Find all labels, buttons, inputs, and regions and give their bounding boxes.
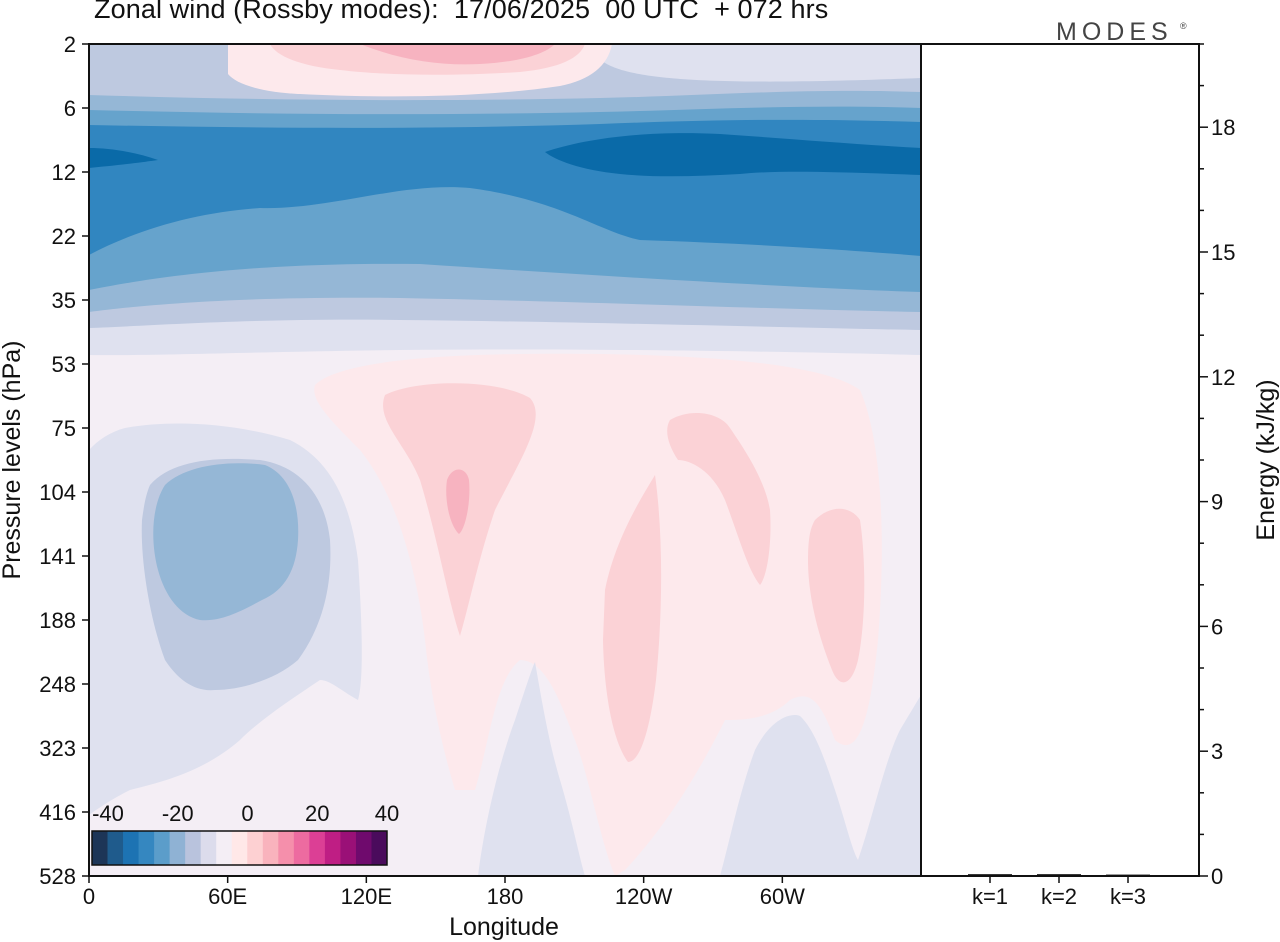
colorbar-swatch bbox=[138, 831, 155, 865]
energy-bars bbox=[968, 874, 1150, 877]
x-tick-label: 0 bbox=[83, 884, 95, 909]
y-tick-label: 528 bbox=[39, 864, 76, 889]
contour-trop-pos-3 bbox=[446, 469, 470, 534]
x-axis: 0 60E 120E 180 120W 60W bbox=[83, 876, 805, 909]
y-tick-label: 12 bbox=[52, 160, 76, 185]
contour-low-neg-1 bbox=[478, 662, 585, 876]
colorbar-swatch bbox=[309, 831, 326, 865]
colorbar-tick-label: -40 bbox=[92, 801, 124, 826]
energy-bar bbox=[968, 874, 1012, 876]
contour-upper-neg-6 bbox=[545, 133, 921, 177]
energy-bar bbox=[1037, 874, 1081, 876]
x-tick-label: 60E bbox=[208, 884, 247, 909]
colorbar-tick-label: 0 bbox=[241, 801, 253, 826]
energy-axis: 0 3 6 9 12 15 18 bbox=[1199, 43, 1235, 889]
colorbar-swatch bbox=[200, 831, 217, 865]
y-tick-label: 323 bbox=[39, 736, 76, 761]
energy-category-label: k=3 bbox=[1110, 884, 1146, 909]
x-tick-label: 120W bbox=[615, 884, 673, 909]
y-tick-label: 104 bbox=[39, 480, 76, 505]
chart-title: Zonal wind (Rossby modes): 17/06/2025 00… bbox=[94, 0, 829, 24]
x-tick-label: 180 bbox=[487, 884, 524, 909]
registered-mark: ® bbox=[1180, 21, 1187, 31]
x-tick-label: 60W bbox=[760, 884, 805, 909]
contour-trop-pos-6 bbox=[808, 508, 865, 683]
energy-category-label: k=1 bbox=[972, 884, 1008, 909]
colorbar-swatch bbox=[107, 831, 124, 865]
colorbar-swatch bbox=[185, 831, 202, 865]
energy-tick-label: 0 bbox=[1211, 864, 1223, 889]
colorbar-swatch bbox=[278, 831, 295, 865]
energy-tick-label: 12 bbox=[1211, 365, 1235, 390]
colorbar-swatch bbox=[216, 831, 233, 865]
contour-upper-pos-3 bbox=[360, 44, 555, 65]
colorbar-swatch bbox=[92, 831, 108, 865]
energy-tick-label: 18 bbox=[1211, 115, 1235, 140]
colorbar-swatch bbox=[355, 831, 372, 865]
contour-field bbox=[89, 44, 921, 876]
colorbar-swatch bbox=[169, 831, 186, 865]
contour-trop-neg-3 bbox=[153, 463, 299, 621]
contour-upper-neg-7 bbox=[89, 148, 158, 168]
energy-tick-label: 3 bbox=[1211, 739, 1223, 764]
energy-category-label: k=2 bbox=[1041, 884, 1077, 909]
colorbar-tick-label: 20 bbox=[305, 801, 329, 826]
colorbar-swatch bbox=[123, 831, 139, 865]
colorbar-frame bbox=[91, 830, 388, 866]
y-tick-label: 6 bbox=[64, 96, 76, 121]
colorbar-swatch bbox=[262, 831, 279, 865]
modes-logo: MODES bbox=[1056, 18, 1173, 46]
x-tick-label: 120E bbox=[341, 884, 392, 909]
colorbar-tick-label: -20 bbox=[162, 801, 194, 826]
y-tick-label: 248 bbox=[39, 672, 76, 697]
y-tick-label: 416 bbox=[39, 800, 76, 825]
colorbar-swatch bbox=[293, 831, 310, 865]
energy-tick-label: 6 bbox=[1211, 614, 1223, 639]
energy-bar bbox=[1106, 874, 1150, 877]
y-axis-label: Pressure levels (hPa) bbox=[0, 341, 26, 580]
contour-trop-pos-5 bbox=[667, 413, 771, 585]
colorbar-swatch bbox=[324, 831, 341, 865]
energy-categories: k=1 k=2 k=3 bbox=[972, 876, 1146, 909]
colorbar-swatch bbox=[154, 831, 171, 865]
colorbar-swatch bbox=[371, 831, 388, 865]
y-tick-label: 35 bbox=[52, 288, 76, 313]
x-axis-label: Longitude bbox=[449, 913, 559, 941]
y-tick-label: 141 bbox=[39, 544, 76, 569]
energy-axis-label: Energy (kJ/kg) bbox=[1252, 379, 1280, 540]
colorbar bbox=[91, 830, 388, 866]
y-tick-label: 2 bbox=[64, 32, 76, 57]
colorbar-swatch bbox=[231, 831, 248, 865]
contour-low-neg-2 bbox=[720, 695, 921, 876]
energy-tick-label: 15 bbox=[1211, 240, 1235, 265]
colorbar-ticks: -40 -20 0 20 40 bbox=[92, 801, 399, 826]
y-axis: 2 6 12 22 35 53 75 104 141 188 248 323 416 528 bbox=[39, 32, 89, 889]
y-tick-label: 53 bbox=[52, 352, 76, 377]
colorbar-tick-label: 40 bbox=[375, 801, 399, 826]
contour-trop-pos-4 bbox=[603, 475, 662, 762]
colorbar-swatch bbox=[340, 831, 357, 865]
energy-panel-frame bbox=[920, 43, 1200, 877]
y-tick-label: 188 bbox=[39, 608, 76, 633]
y-tick-label: 75 bbox=[52, 416, 76, 441]
energy-tick-label: 9 bbox=[1211, 490, 1223, 515]
y-tick-label: 22 bbox=[52, 224, 76, 249]
colorbar-swatch bbox=[247, 831, 264, 865]
